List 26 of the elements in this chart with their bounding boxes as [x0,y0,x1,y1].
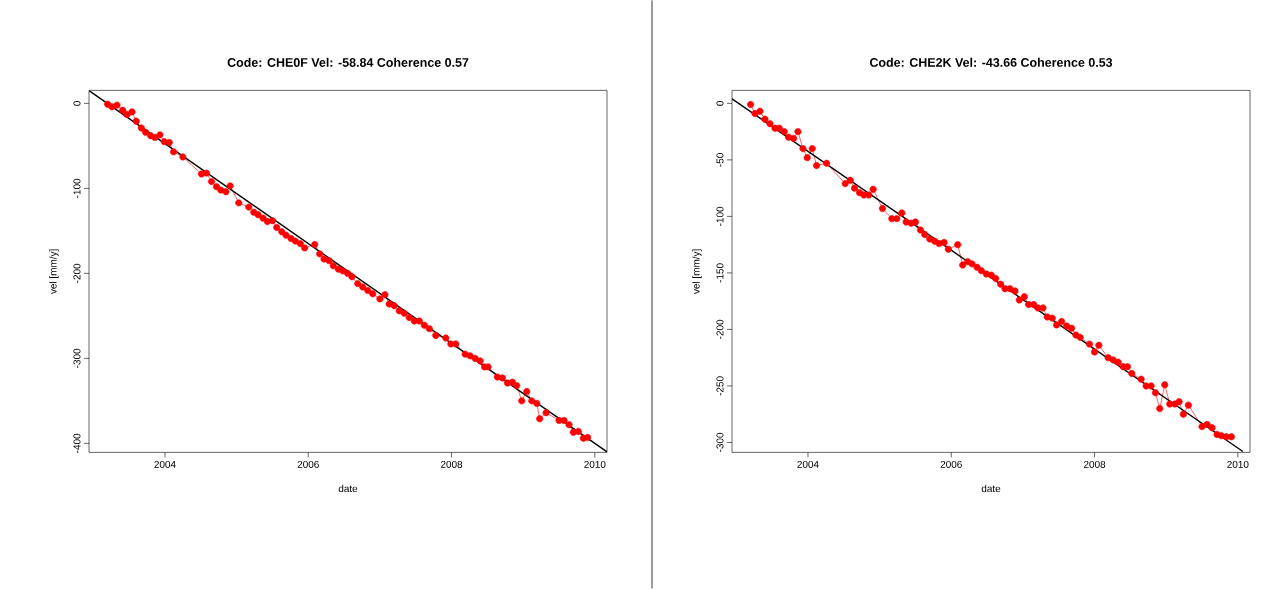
y-tick-label: 0 [73,101,81,106]
x-tick-label: 2010 [584,461,606,469]
y-tick-label: -300 [716,432,724,453]
y-axis-title: vel [mm/y] [49,249,59,295]
y-tick-label: -100 [73,178,81,199]
y-tick-label: -200 [73,263,81,284]
x-tick-label: 2004 [797,461,819,469]
chart-title: Code: CHE2K Vel: -43.66 Coherence 0.53 [869,57,1113,67]
x-axis-title: date [338,484,358,493]
x-tick-label: 2006 [297,461,319,469]
y-tick-label: 0 [716,101,724,106]
y-tick-label: -200 [716,319,724,340]
y-tick-label: -150 [716,263,724,283]
y-tick-label: -100 [716,206,724,227]
x-tick-label: 2008 [1083,461,1106,469]
x-tick-label: 2004 [154,461,176,469]
y-tick-label: -400 [73,433,81,454]
x-tick-label: 2008 [440,461,463,469]
y-tick-label: -250 [716,376,724,396]
x-axis-title: date [981,484,1001,493]
x-tick-label: 2006 [940,461,962,469]
y-tick-label: -300 [73,348,81,369]
y-axis-title: vel [mm/y] [692,249,702,295]
x-tick-label: 2010 [1227,461,1249,469]
y-tick-label: -50 [716,153,724,167]
chart-title: Code: CHE0F Vel: -58.84 Coherence 0.57 [227,57,469,67]
